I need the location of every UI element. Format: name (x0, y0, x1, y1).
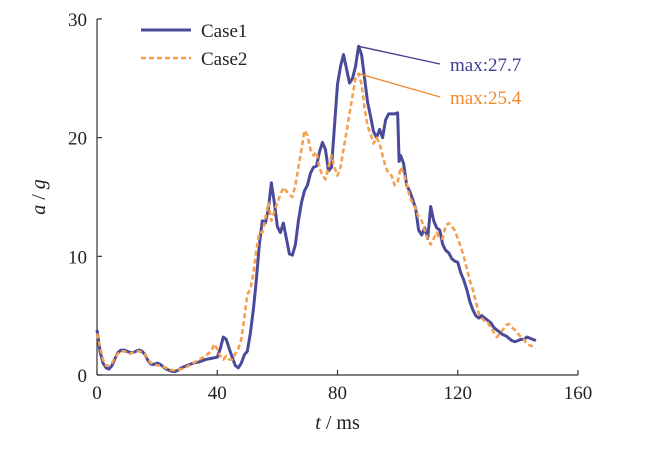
x-tick-label: 120 (444, 383, 473, 404)
legend: Case1 Case2 (141, 21, 247, 70)
y-tick-label: 20 (68, 129, 87, 150)
series-lines (95, 44, 537, 373)
y-tick-label: 0 (78, 366, 88, 387)
x-ticks: 0 40 80 120 160 (92, 370, 592, 404)
y-axis-title: a / g (28, 179, 50, 215)
y-axis-var-a: a (28, 205, 50, 215)
annotation-leader-line (358, 45, 441, 65)
annotation-label: max:25.4 (450, 88, 522, 109)
annotation-label: max:27.7 (450, 55, 521, 76)
x-tick-label: 0 (92, 383, 102, 404)
x-axis-title: t / ms (315, 412, 360, 434)
x-axis-unit: ms (336, 412, 360, 434)
x-tick-label: 160 (564, 383, 593, 404)
legend-label-case1: Case1 (201, 21, 247, 42)
series-line-case2 (95, 72, 537, 372)
annotation-leader-line (358, 72, 441, 98)
legend-label-case2: Case2 (201, 49, 247, 70)
annotations: max:27.7 max:25.4 (358, 45, 522, 109)
x-tick-label: 40 (208, 383, 227, 404)
y-tick-label: 30 (68, 10, 87, 31)
y-ticks: 0 10 20 30 (68, 10, 102, 387)
y-tick-label: 10 (68, 247, 87, 268)
x-axis-var: t (315, 412, 321, 434)
x-tick-label: 80 (328, 383, 347, 404)
y-axis-var-g: g (28, 179, 50, 189)
series-line-case1 (95, 44, 537, 373)
